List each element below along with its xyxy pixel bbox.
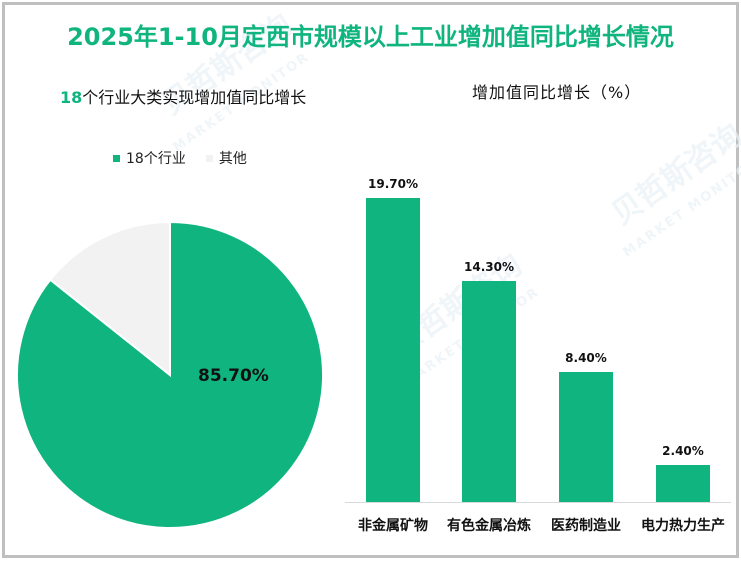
legend-item-other: 其他 — [205, 148, 247, 168]
pie-slice-other — [48, 220, 171, 378]
pie-legend: 18个行业 其他 — [113, 148, 267, 168]
bar-4 — [656, 465, 710, 502]
pie-subtitle-number: 18 — [60, 88, 83, 107]
bar-value-label: 2.40% — [662, 444, 704, 458]
chart-title: 2025年1-10月定西市规模以上工业增加值同比增长情况 — [67, 23, 674, 51]
legend-item-18-industries: 18个行业 — [113, 148, 186, 168]
pie-slice-18-industries — [16, 220, 324, 529]
x-axis-line — [345, 502, 731, 503]
bar-category-label: 医药制造业 — [551, 518, 621, 534]
pie-subtitle: 18个行业大类实现增加值同比增长 — [60, 84, 306, 108]
bar-value-label: 14.30% — [464, 260, 514, 274]
bar-category-label: 非金属矿物 — [358, 518, 428, 534]
legend-label: 其他 — [218, 151, 247, 167]
bar-subtitle: 增加值同比增长（%） — [472, 83, 642, 102]
bar-category-label: 有色金属冶炼 — [447, 518, 531, 534]
legend-label: 18个行业 — [126, 151, 186, 167]
bar-value-label: 19.70% — [368, 177, 418, 191]
bar-3 — [559, 372, 613, 502]
pie-subtitle-text: 个行业大类实现增加值同比增长 — [82, 88, 307, 107]
legend-swatch-icon — [205, 154, 213, 162]
bar-2 — [462, 281, 516, 502]
bar-value-label: 8.40% — [565, 351, 607, 365]
legend-swatch-icon — [113, 154, 120, 162]
bar-1 — [366, 198, 420, 502]
bar-category-label: 电力热力生产 — [641, 518, 725, 534]
pie-data-label: 85.70% — [198, 366, 269, 386]
